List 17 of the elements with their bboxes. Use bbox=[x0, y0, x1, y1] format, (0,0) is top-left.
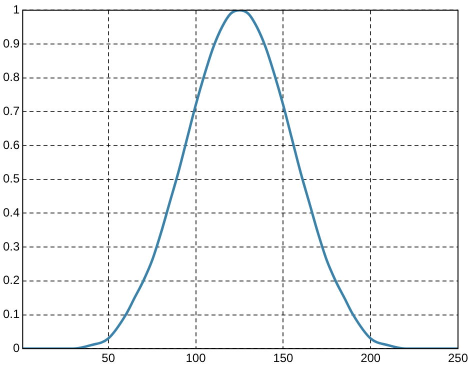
y-tick-label: 0.6 bbox=[2, 138, 20, 152]
line-series bbox=[22, 10, 458, 349]
x-tick-label: 100 bbox=[186, 351, 206, 366]
x-tick-label: 200 bbox=[360, 351, 381, 366]
y-tick-label: 0.3 bbox=[2, 239, 20, 254]
y-tick-label: 0.4 bbox=[2, 206, 20, 220]
y-tick-label: 0.2 bbox=[2, 273, 20, 288]
y-tick-label: 0.9 bbox=[2, 36, 20, 50]
y-tick-label: 0 bbox=[12, 340, 20, 355]
x-tick-label: 250 bbox=[448, 351, 468, 366]
y-tick-label: 1 bbox=[12, 2, 20, 17]
y-tick-label: 0.7 bbox=[2, 104, 20, 118]
y-tick-label: 0.5 bbox=[2, 172, 20, 186]
x-tick-label: 150 bbox=[273, 351, 294, 366]
y-tick-label: 0.1 bbox=[2, 307, 20, 322]
x-tick-label: 50 bbox=[102, 351, 116, 366]
y-tick-label: 0.8 bbox=[2, 70, 20, 84]
